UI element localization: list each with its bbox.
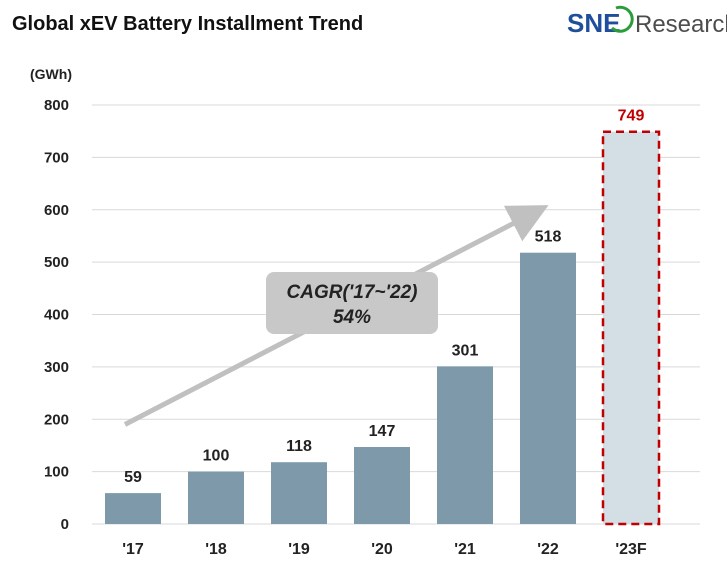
x-tick-label: '21 (454, 541, 476, 558)
y-tick-labels: 0 100 200 300 400 500 600 700 800 (44, 97, 69, 533)
cagr-value: 54% (333, 307, 371, 328)
logo-swoosh-icon (610, 5, 634, 33)
y-tick-label: 600 (44, 202, 69, 219)
data-label: 100 (203, 448, 230, 465)
y-tick-label: 400 (44, 307, 69, 324)
data-label: 518 (535, 229, 562, 246)
y-tick-label: 200 (44, 411, 69, 428)
y-tick-label: 300 (44, 359, 69, 376)
data-label: 749 (618, 108, 645, 125)
data-labels: 59 100 118 147 301 518 749 (124, 108, 644, 486)
sne-research-logo: SNE Research (567, 5, 727, 38)
bar (188, 471, 244, 524)
data-label: 301 (452, 342, 479, 359)
bar (354, 447, 410, 524)
data-label: 59 (124, 469, 142, 486)
bars (105, 130, 661, 526)
bar-forecast (601, 130, 661, 526)
cagr-callout-box (266, 272, 438, 334)
bar (437, 366, 493, 524)
x-tick-label: '22 (537, 541, 559, 558)
x-tick-label: '17 (122, 541, 144, 558)
bar (105, 493, 161, 524)
x-tick-label: '23F (615, 541, 647, 558)
cagr-annotation: CAGR('17~'22) 54% (123, 205, 549, 427)
y-axis-label: (GWh) (30, 66, 72, 82)
logo-brand: SNE (567, 8, 620, 38)
data-label: 118 (286, 438, 312, 455)
y-tick-label: 500 (44, 254, 69, 271)
bar (520, 252, 576, 524)
logo-suffix: Research (635, 11, 727, 38)
cagr-label: CAGR('17~'22) (287, 282, 418, 303)
y-tick-label: 700 (44, 149, 69, 166)
x-tick-labels: '17 '18 '19 '20 '21 '22 '23F (122, 541, 647, 558)
bar (271, 462, 327, 524)
data-label: 147 (369, 423, 396, 440)
y-tick-label: 100 (44, 464, 69, 481)
y-tick-label: 800 (44, 97, 69, 114)
y-tick-label: 0 (61, 516, 69, 533)
x-tick-label: '19 (288, 541, 310, 558)
x-tick-label: '18 (205, 541, 227, 558)
x-tick-label: '20 (371, 541, 393, 558)
chart-title: Global xEV Battery Installment Trend (12, 13, 363, 35)
